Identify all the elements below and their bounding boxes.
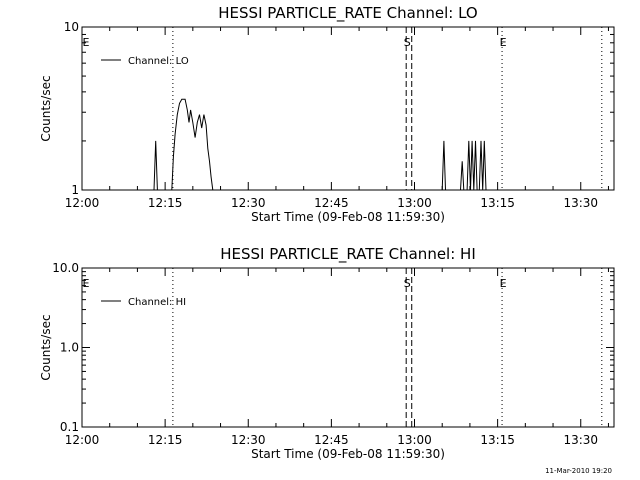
lo-series-line <box>478 140 487 191</box>
lo-series-line <box>460 161 465 191</box>
hi-channel-panel: HESSI PARTICLE_RATE Channel: HI 12:00 12:1… <box>39 245 615 461</box>
lo-channel-panel: HESSI PARTICLE_RATE Channel: LO 12:00 12:1… <box>39 4 615 224</box>
hi-legend-label: Channel: HI <box>128 297 186 308</box>
lo-plot-frame <box>81 26 615 191</box>
lo-y-tick-label: 10 <box>64 20 79 34</box>
hi-chart-title: HESSI PARTICLE_RATE Channel: HI <box>220 245 476 264</box>
lo-y-axis-label: Counts/sec <box>39 75 53 141</box>
hi-x-axis-label: Start Time (09-Feb-08 11:59:30) <box>251 447 445 461</box>
lo-x-tick-label: 13:30 <box>563 196 598 210</box>
lo-y-tick-label: 1 <box>71 183 79 197</box>
lo-series-line <box>441 140 446 191</box>
hi-x-tick-label: 13:00 <box>397 433 432 447</box>
plot-timestamp: 11-Mar-2010 19:20 <box>545 467 612 475</box>
lo-marker-label: S <box>404 36 411 49</box>
lo-x-tick-label: 13:15 <box>480 196 515 210</box>
hi-x-tick-label: 12:15 <box>148 433 183 447</box>
hi-x-tick-label: 12:30 <box>231 433 266 447</box>
lo-x-tick-label: 12:45 <box>314 196 349 210</box>
hi-y-axis-label: Counts/sec <box>39 314 53 380</box>
hi-marker-label: E <box>500 277 507 290</box>
lo-x-tick-label: 12:30 <box>231 196 266 210</box>
hi-x-tick-label: 13:30 <box>563 433 598 447</box>
lo-x-tick-label: 12:00 <box>65 196 100 210</box>
lo-chart-title: HESSI PARTICLE_RATE Channel: LO <box>218 4 477 23</box>
lo-series-line <box>153 140 158 191</box>
lo-legend-label: Channel: LO <box>128 56 189 67</box>
hi-marker-label: S <box>404 277 411 290</box>
lo-marker-label: E <box>500 36 507 49</box>
lo-series-line <box>171 98 214 191</box>
hi-y-tick-label: 1.0 <box>60 341 79 355</box>
lo-x-tick-label: 13:00 <box>397 196 432 210</box>
hi-x-tick-label: 12:45 <box>314 433 349 447</box>
lo-series-line <box>466 140 478 191</box>
hi-y-tick-label: 10.0 <box>52 261 79 275</box>
lo-x-tick-label: 12:15 <box>148 196 183 210</box>
hi-edge-marker-label: E <box>83 277 90 290</box>
hi-y-tick-label: 0.1 <box>60 420 79 434</box>
hi-x-tick-label: 13:15 <box>480 433 515 447</box>
lo-edge-marker-label: E <box>83 36 90 49</box>
lo-x-axis-label: Start Time (09-Feb-08 11:59:30) <box>251 210 445 224</box>
hi-x-tick-label: 12:00 <box>65 433 100 447</box>
